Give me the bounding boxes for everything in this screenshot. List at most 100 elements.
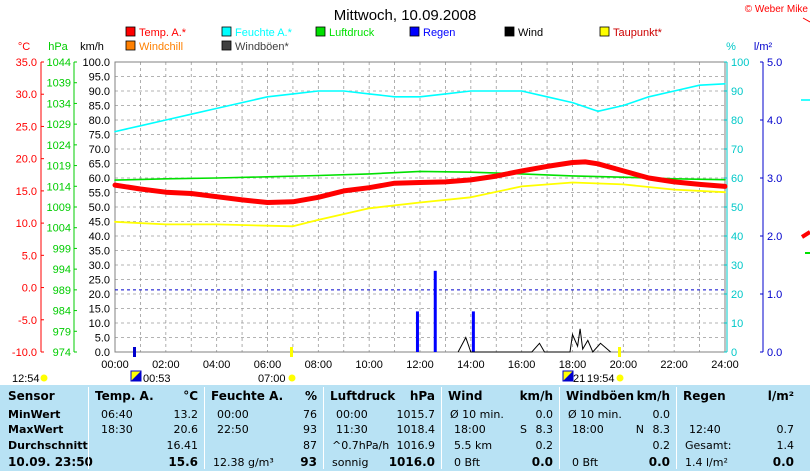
legend-label: Windchill — [139, 41, 183, 53]
rain-bar — [415, 311, 419, 352]
legend-swatch — [125, 26, 136, 37]
pressure_hpa-tick-label: 974 — [53, 347, 71, 359]
chart-axes: 35.0 30.0 25.0 20.0 15.0 10.0 5.0 0.0 -5.0 -10.0 1… — [12, 57, 782, 371]
rain_lm2-tick-label: 2.0 — [767, 231, 782, 243]
legend-swatch — [315, 26, 326, 37]
wind_kmh-tick-label: 5.0 — [95, 333, 110, 345]
luftdruck-unit: hPa — [409, 389, 435, 403]
column-separator — [441, 387, 442, 469]
x-tick-label: 20:00 — [610, 359, 638, 371]
rain-bar — [433, 270, 437, 352]
humidity_pct-tick-label: 60 — [731, 173, 743, 185]
wind-column: Wind km/h Ø 10 min. 0.0 18:00 S 8.3 5.5 … — [442, 385, 559, 471]
temp_c-tick-label: 30.0 — [16, 89, 37, 101]
column-separator — [559, 387, 560, 469]
minwert-label: MinWert — [8, 408, 61, 421]
regen-total-label: Gesamt: — [685, 439, 732, 452]
pressure_hpa-tick-label: 1019 — [47, 161, 71, 173]
pressure_hpa-tick-label: 989 — [53, 285, 71, 297]
feuchte-min-time: 00:00 — [217, 408, 249, 421]
feuchte-absolute: 12.38 g/m³ — [213, 456, 274, 469]
right-edge-fragments — [800, 17, 810, 254]
humidity_pct-tick-label: 30 — [731, 260, 743, 272]
wind-trace — [457, 328, 611, 353]
x-tick-label: 22:00 — [660, 359, 688, 371]
series-line-feuchtea — [114, 83, 726, 133]
column-separator — [323, 387, 324, 469]
pressure_hpa-tick-label: 1009 — [47, 202, 71, 214]
axis-unit-labels: °C hPa km/h% l/m² — [18, 41, 773, 53]
regen-current-value: 0.0 — [772, 455, 794, 469]
temp-min-time: 06:40 — [101, 408, 133, 421]
series-line-tempa — [112, 159, 728, 205]
wind_kmh-tick-label: 15.0 — [89, 304, 110, 316]
sun-icon — [616, 374, 624, 382]
luftdruck-forecast: sonnig — [332, 456, 369, 469]
temp-unit: °C — [183, 389, 198, 403]
sunrise-time: 00:53 — [143, 373, 171, 385]
wind_kmh-tick-label: 75.0 — [89, 130, 110, 142]
temp-avg-value: 16.41 — [166, 439, 199, 452]
legend-label: Regen — [423, 27, 455, 39]
rain-bar — [471, 311, 475, 352]
windboeen-beaufort: 0 Bft — [572, 456, 599, 469]
wind_kmh-tick-label: 25.0 — [89, 275, 110, 287]
luftdruck-header: Luftdruck — [330, 389, 396, 403]
humidity_pct-tick-label: 20 — [731, 289, 743, 301]
wind_kmh-tick-label: 80.0 — [89, 115, 110, 127]
pressure_hpa-tick-label: 1024 — [47, 140, 71, 152]
edge-fragment-mark — [802, 17, 810, 23]
wind_kmh-tick-label: 55.0 — [89, 188, 110, 200]
windboeen-avg10-label: Ø 10 min. — [568, 408, 622, 421]
pressure_hpa-tick-label: 994 — [53, 264, 71, 276]
temp-max-value: 20.6 — [173, 423, 199, 436]
temp-column: Temp. A. °C 06:40 13.2 18:30 20.6 16.41 … — [89, 385, 204, 471]
rain_lm2-tick-label: 1.0 — [767, 289, 782, 301]
pressure_hpa-tick-label: 1029 — [47, 119, 71, 131]
wind_kmh-tick-label: 60.0 — [89, 173, 110, 185]
x-tick-label: 06:00 — [254, 359, 282, 371]
time-07-label: 07:00 — [258, 373, 286, 385]
sunrise-icon-shade — [131, 371, 141, 381]
wind_kmh-tick-label: 85.0 — [89, 101, 110, 113]
regen-header: Regen — [683, 389, 726, 403]
feuchte-current-value: 93 — [300, 455, 317, 469]
wind_kmh-tick-label: 65.0 — [89, 159, 110, 171]
legend-label: Feuchte A.* — [235, 27, 293, 39]
temp_c-tick-label: 20.0 — [16, 154, 37, 166]
windboeen-current-value: 0.0 — [648, 455, 670, 469]
temp-max-time: 18:30 — [101, 423, 133, 436]
temp_c-unit-label: °C — [18, 41, 30, 53]
pressure_hpa-tick-label: 1014 — [47, 181, 71, 193]
pressure_hpa-tick-label: 999 — [53, 243, 71, 255]
sun-icon — [40, 374, 48, 382]
legend-label: Temp. A.* — [139, 27, 187, 39]
luftdruck-column: Luftdruck hPa 00:00 1015.7 11:30 1018.4 … — [324, 385, 441, 471]
regen-unit: l/m² — [767, 389, 794, 403]
sensor-column: Sensor MinWert MaxWert Durchschnitt 10.0… — [0, 385, 93, 471]
wind-avg10-value: 0.0 — [535, 408, 554, 421]
legend-label: Windböen* — [235, 41, 290, 53]
column-separator — [204, 387, 205, 469]
regen-total-day: 1.4 l/m² — [685, 456, 728, 469]
temp_c-tick-label: 25.0 — [16, 121, 37, 133]
wind-run: 5.5 km — [454, 439, 493, 452]
feuchte-max-value: 93 — [303, 423, 317, 436]
edge-fragment-temp — [800, 230, 810, 239]
legend-swatch — [504, 26, 515, 37]
copyright-text: © Weber Mike — [745, 4, 809, 15]
pressure_hpa-tick-label: 1034 — [47, 98, 71, 110]
x-tick-label: 24:00 — [711, 359, 739, 371]
wind_kmh-tick-label: 0.0 — [95, 347, 110, 359]
temp_c-tick-label: 10.0 — [16, 218, 37, 230]
luftdruck-max-value: 1018.4 — [396, 423, 436, 436]
maxwert-label: MaxWert — [8, 423, 64, 436]
legend-swatch — [221, 40, 232, 51]
current-datetime: 10.09. 23:50 — [8, 455, 93, 469]
windboeen-header: Windböen — [566, 389, 634, 403]
chart-bottom-markers: 12:54 00:53 07:00 21 19:54 — [12, 347, 624, 385]
wind_kmh-tick-label: 30.0 — [89, 260, 110, 272]
regen-max-value: 0.7 — [776, 423, 795, 436]
legend-swatch — [221, 26, 232, 37]
temp_c-tick-label: 0.0 — [22, 283, 37, 295]
